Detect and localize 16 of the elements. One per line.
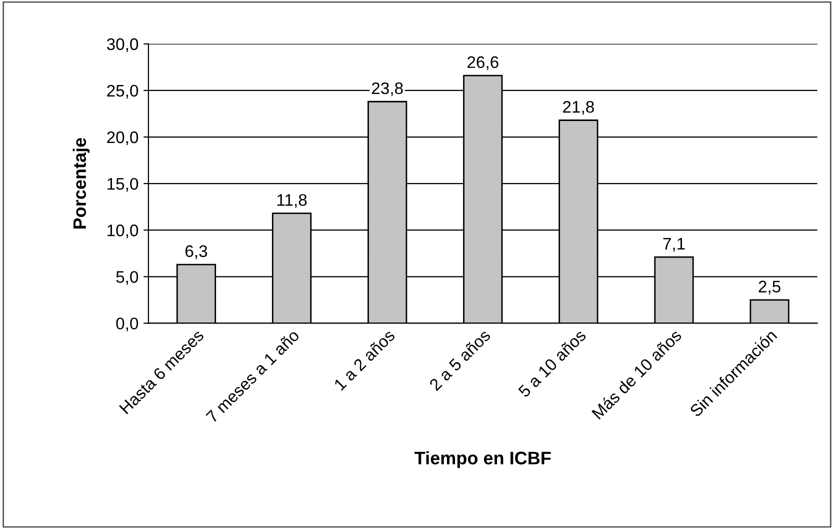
y-tick-label: 25,0	[107, 84, 138, 99]
y-tick-label: 0,0	[116, 318, 138, 332]
x-axis-title: Tiempo en ICBF	[414, 451, 551, 468]
y-tick-label: 15,0	[108, 178, 138, 192]
data-label: 7,1	[663, 238, 685, 252]
data-label: 26,6	[468, 56, 498, 70]
y-axis-title: Porcentaje	[72, 138, 90, 229]
data-label: 2,5	[758, 280, 780, 294]
data-label: 23,8	[372, 82, 403, 96]
y-tick-label: 10,0	[108, 224, 138, 238]
data-label: 11,8	[277, 194, 307, 208]
data-label: 6,3	[185, 245, 208, 260]
y-tick-label: 30,0	[106, 38, 138, 52]
y-tick-label: 5,0	[116, 271, 138, 285]
y-tick-label: 20,0	[107, 131, 138, 146]
data-label: 21,8	[563, 100, 594, 115]
